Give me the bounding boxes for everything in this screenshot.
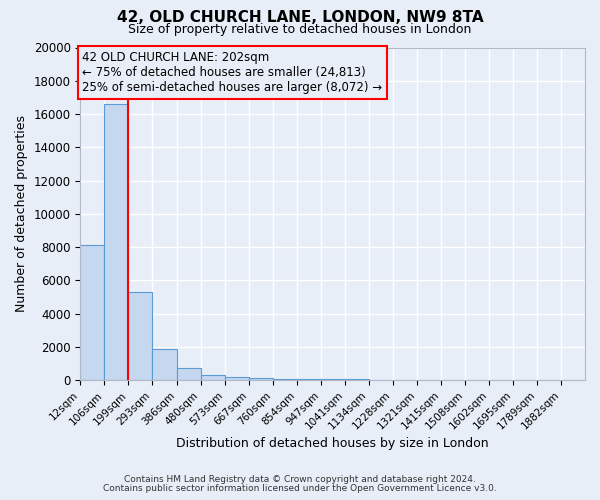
Text: Size of property relative to detached houses in London: Size of property relative to detached ho… [128, 22, 472, 36]
Bar [152, 350, 176, 380]
Bar [272, 378, 296, 380]
Bar [176, 368, 200, 380]
Text: 42, OLD CHURCH LANE, LONDON, NW9 8TA: 42, OLD CHURCH LANE, LONDON, NW9 8TA [116, 10, 484, 25]
Bar [320, 379, 345, 380]
Text: Contains public sector information licensed under the Open Government Licence v3: Contains public sector information licen… [103, 484, 497, 493]
Bar [128, 292, 152, 380]
Bar [248, 378, 272, 380]
X-axis label: Distribution of detached houses by size in London: Distribution of detached houses by size … [176, 437, 489, 450]
Y-axis label: Number of detached properties: Number of detached properties [15, 116, 28, 312]
Bar [224, 377, 248, 380]
Bar [200, 375, 224, 380]
Text: Contains HM Land Registry data © Crown copyright and database right 2024.: Contains HM Land Registry data © Crown c… [124, 475, 476, 484]
Bar [296, 379, 320, 380]
Text: 42 OLD CHURCH LANE: 202sqm
← 75% of detached houses are smaller (24,813)
25% of : 42 OLD CHURCH LANE: 202sqm ← 75% of deta… [82, 51, 382, 94]
Bar [104, 104, 128, 380]
Bar [80, 246, 104, 380]
